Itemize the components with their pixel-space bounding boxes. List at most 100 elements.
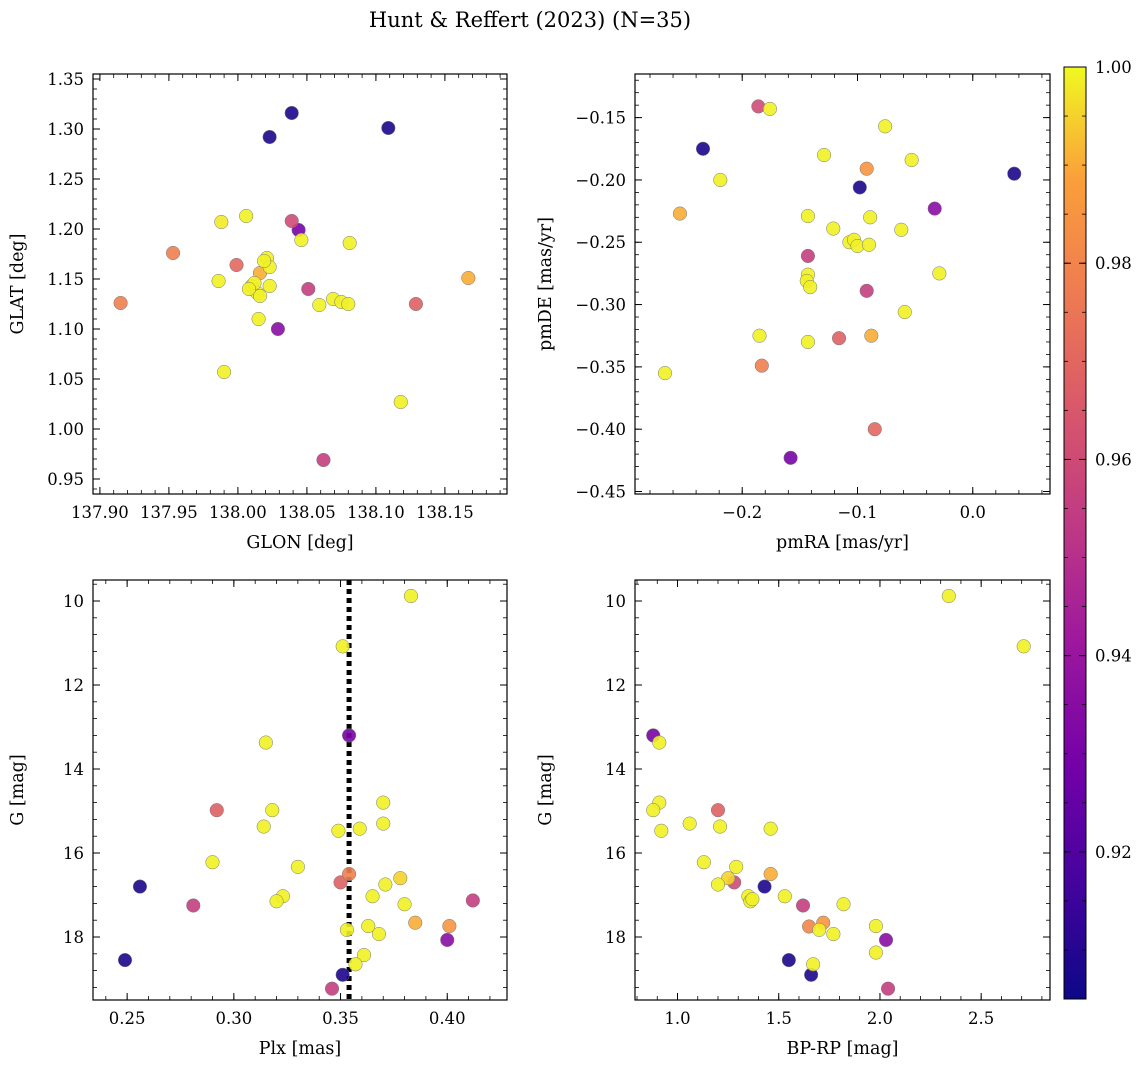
scatter-point <box>836 897 851 912</box>
scatter-point <box>205 855 220 870</box>
y-tick-label: 14 <box>605 760 626 779</box>
scatter-point <box>251 311 266 327</box>
plot-area <box>113 105 476 468</box>
scatter-point <box>209 803 224 818</box>
scatter-point <box>859 283 874 298</box>
scatter-point <box>863 210 878 225</box>
y-tick-label: 0.95 <box>47 470 84 489</box>
y-axis-label: pmDE [mas/yr] <box>536 217 556 351</box>
axes-frame <box>634 73 1051 495</box>
scatter-point <box>712 819 728 834</box>
x-tick-label: 138.00 <box>209 503 267 522</box>
scatter-point <box>265 803 280 818</box>
scatter-point <box>859 161 874 176</box>
scatter-point <box>897 304 912 320</box>
scatter-point <box>365 889 380 904</box>
scatter-point <box>646 803 661 818</box>
y-tick-label: 1.05 <box>47 370 84 389</box>
scatter-point <box>461 270 476 286</box>
scatter-point <box>376 816 391 831</box>
x-tick-label: 137.90 <box>71 503 129 522</box>
scatter-point <box>932 266 947 281</box>
scatter-point <box>826 927 841 942</box>
scatter-point <box>868 919 883 934</box>
x-tick-label: 0.30 <box>215 1009 252 1028</box>
scatter-point <box>257 253 272 269</box>
scatter-point <box>762 101 777 116</box>
colorbar-tick-label: 0.98 <box>1095 254 1132 273</box>
axes-frame <box>634 579 1051 1001</box>
scatter-point <box>342 235 357 251</box>
scatter-point <box>440 932 455 947</box>
x-tick-label: 138.15 <box>416 503 474 522</box>
scatter-point <box>763 821 778 836</box>
y-tick-label: 12 <box>63 676 84 695</box>
y-tick-label: −0.40 <box>575 420 626 439</box>
x-tick-label: 137.95 <box>140 503 198 522</box>
scatter-point <box>826 221 841 236</box>
scatter-point <box>894 222 909 237</box>
scatter-point <box>269 894 284 909</box>
y-tick-label: 10 <box>605 592 626 611</box>
plot-area <box>117 580 480 1000</box>
scatter-point <box>864 328 879 343</box>
scatter-point <box>757 879 772 894</box>
scatter-point <box>378 877 393 892</box>
scatter-point <box>696 855 711 870</box>
scatter-point <box>217 364 232 380</box>
scatter-point <box>393 394 408 410</box>
y-tick-label: 18 <box>605 928 626 947</box>
scatter-point <box>777 889 792 904</box>
scatter-point <box>878 119 893 134</box>
scatter-point <box>868 945 883 960</box>
y-tick-label: 10 <box>63 592 84 611</box>
y-tick-label: −0.15 <box>575 109 626 128</box>
scatter-point <box>186 898 201 913</box>
y-tick-label: 1.00 <box>47 420 84 439</box>
scatter-point <box>117 953 133 968</box>
scatter-point <box>904 152 919 168</box>
x-tick-label: 0.35 <box>322 1009 359 1028</box>
scatter-point <box>381 120 396 136</box>
scatter-point <box>710 877 726 892</box>
x-axis-label: GLON [deg] <box>246 533 353 553</box>
scatter-point <box>880 981 896 996</box>
scatter-point <box>408 296 423 312</box>
scatter-plx-g: 0.25 0.30 0.35 0.40 10 12 14 16 18 Plx [mas] G [ma… <box>8 579 508 1059</box>
scatter-point <box>290 859 305 874</box>
scatter-point <box>710 803 726 818</box>
scatter-point <box>795 898 811 913</box>
y-axis-label: G [mag] <box>536 754 556 825</box>
scatter-point <box>721 871 736 886</box>
scatter-point <box>861 237 877 252</box>
colorbar-tick-label: 0.92 <box>1095 843 1132 862</box>
scatter-point <box>371 927 387 942</box>
scatter-point <box>812 922 827 937</box>
axes-frame <box>92 579 508 1001</box>
y-tick-label: −0.20 <box>575 171 626 190</box>
y-axis-label: G [mag] <box>8 754 28 825</box>
x-tick-label: 0.40 <box>429 1009 466 1028</box>
scatter-point <box>229 257 244 273</box>
x-axis-label: BP-RP [mag] <box>787 1039 899 1059</box>
scatter-point <box>1007 166 1022 181</box>
scatter-point <box>729 859 744 874</box>
x-tick-label: 2.5 <box>968 1009 994 1028</box>
scatter-point <box>442 919 457 934</box>
x-tick-label: −0.2 <box>722 503 762 522</box>
y-tick-label: 18 <box>63 928 84 947</box>
y-tick-label: 1.25 <box>47 170 84 189</box>
scatter-point <box>324 981 340 996</box>
y-tick-label: 1.20 <box>47 220 84 239</box>
scatter-point <box>333 875 348 890</box>
y-tick-label: 16 <box>605 844 626 863</box>
scatter-point <box>361 919 376 934</box>
y-tick-label: −0.25 <box>575 233 626 252</box>
scatter-point <box>301 281 316 297</box>
plot-area <box>657 99 1022 465</box>
figure-title: Hunt & Reffert (2023) (N=35) <box>369 8 691 32</box>
scatter-point <box>465 893 480 908</box>
x-tick-label: 138.05 <box>278 503 336 522</box>
y-tick-label: 1.15 <box>47 270 84 289</box>
scatter-point <box>312 297 327 313</box>
